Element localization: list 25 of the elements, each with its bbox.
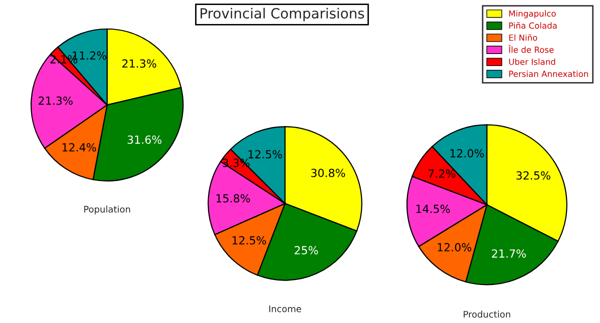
data-label: 30.8%: [311, 168, 346, 178]
text: Production: [464, 310, 510, 318]
legend-label: Mingapulco: [509, 10, 556, 18]
data-label: 25%: [294, 246, 318, 254]
data-label: 14.5%: [416, 204, 450, 214]
data-label: 12.5%: [248, 150, 282, 158]
legend-label: Île de Rose: [508, 45, 554, 53]
legend-label: Persian Annexation: [509, 70, 588, 77]
text: Population: [84, 206, 130, 214]
chart-title: Provincial Comparisions: [200, 8, 364, 22]
legend-label: Uber Island: [509, 58, 556, 65]
legend-label: El Niño: [509, 34, 538, 41]
data-label: 12.0%: [450, 149, 484, 158]
data-label: 12.0%: [438, 243, 472, 252]
data-label: 7.2%: [428, 169, 456, 178]
data-label: 15.8%: [216, 194, 250, 203]
data-label: 21.3%: [122, 59, 156, 68]
data-label: 12.4%: [62, 143, 96, 152]
data-label: 12.5%: [232, 236, 266, 245]
data-label: 21.7%: [492, 249, 526, 258]
data-label: 21.3%: [38, 96, 73, 105]
text: Income: [269, 306, 302, 312]
legend-label: Piña Colada: [509, 22, 557, 29]
data-label: 31.6%: [128, 135, 162, 144]
data-label: 32.5%: [516, 171, 550, 180]
